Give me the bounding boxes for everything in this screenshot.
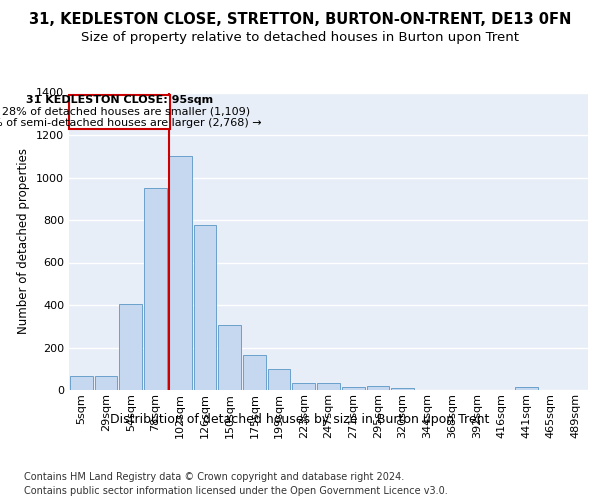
Bar [367, 386, 389, 390]
Text: 31 KEDLESTON CLOSE: 95sqm: 31 KEDLESTON CLOSE: 95sqm [26, 96, 213, 106]
Bar [69, 94, 170, 128]
Text: Contains public sector information licensed under the Open Government Licence v3: Contains public sector information licen… [24, 486, 448, 496]
Text: 31, KEDLESTON CLOSE, STRETTON, BURTON-ON-TRENT, DE13 0FN: 31, KEDLESTON CLOSE, STRETTON, BURTON-ON… [29, 12, 571, 28]
Text: Distribution of detached houses by size in Burton upon Trent: Distribution of detached houses by size … [110, 412, 490, 426]
Bar [292, 382, 315, 390]
Text: Size of property relative to detached houses in Burton upon Trent: Size of property relative to detached ho… [81, 31, 519, 44]
Bar [144, 188, 167, 390]
Y-axis label: Number of detached properties: Number of detached properties [17, 148, 31, 334]
Bar [194, 226, 216, 390]
Bar [391, 388, 414, 390]
Bar [169, 156, 191, 390]
Bar [243, 355, 266, 390]
Bar [342, 387, 365, 390]
Bar [218, 325, 241, 390]
Text: Contains HM Land Registry data © Crown copyright and database right 2024.: Contains HM Land Registry data © Crown c… [24, 472, 404, 482]
Bar [70, 376, 93, 390]
Bar [95, 376, 118, 390]
Text: 71% of semi-detached houses are larger (2,768) →: 71% of semi-detached houses are larger (… [0, 118, 262, 128]
Bar [515, 387, 538, 390]
Bar [268, 369, 290, 390]
Text: ← 28% of detached houses are smaller (1,109): ← 28% of detached houses are smaller (1,… [0, 106, 250, 117]
Bar [317, 382, 340, 390]
Bar [119, 304, 142, 390]
